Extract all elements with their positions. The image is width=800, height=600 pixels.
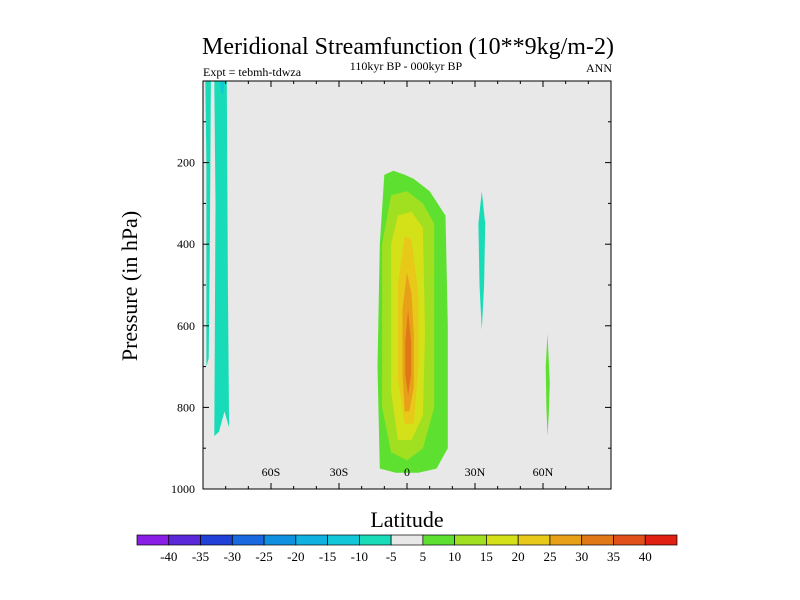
colorbar-label: -5 xyxy=(386,549,397,564)
x-tick-label: 30S xyxy=(330,465,349,479)
experiment-label: Expt = tebmh-tdwza xyxy=(203,65,302,79)
colorbar-label: 5 xyxy=(420,549,427,564)
colorbar-swatch xyxy=(454,534,487,546)
contour-region-4 xyxy=(545,334,550,436)
contour-region-10 xyxy=(405,309,412,396)
colorbar-swatch xyxy=(200,534,233,546)
colorbar-swatch xyxy=(549,534,583,546)
y-tick-label: 1000 xyxy=(171,482,195,496)
colorbar-label: -30 xyxy=(224,549,241,564)
colorbar-label: 10 xyxy=(448,549,461,564)
y-tick-label: 400 xyxy=(177,237,195,251)
colorbar-swatch xyxy=(231,534,265,546)
colorbar-label: -25 xyxy=(255,549,272,564)
season-label: ANN xyxy=(586,61,612,75)
contour-region-3 xyxy=(478,191,486,330)
colorbar-label: 15 xyxy=(480,549,493,564)
chart-title: Meridional Streamfunction (10**9kg/m-2) xyxy=(202,34,614,60)
colorbar-label: 40 xyxy=(639,549,652,564)
colorbar-label: -20 xyxy=(287,549,304,564)
colorbar-swatch xyxy=(327,534,360,546)
colorbar-swatch xyxy=(168,534,201,546)
x-axis-label: Latitude xyxy=(370,507,443,532)
colorbar-label: -10 xyxy=(351,549,368,564)
colorbar-swatch xyxy=(517,534,551,546)
colorbar-swatch xyxy=(136,534,170,546)
colorbar-label: 30 xyxy=(575,549,588,564)
colorbar: -40 -35 -30 -25 -20 -15 -10 -5 5 10 15 20 25 30 35 40 xyxy=(136,534,678,564)
x-tick-label: 60S xyxy=(262,465,281,479)
y-tick-label: 600 xyxy=(177,319,195,333)
x-tick-label: 30N xyxy=(465,465,486,479)
colorbar-label: 35 xyxy=(607,549,620,564)
y-tick-label: 200 xyxy=(177,156,195,170)
colorbar-label: -15 xyxy=(319,549,336,564)
y-tick-label: 800 xyxy=(177,400,195,414)
colorbar-label: 20 xyxy=(512,549,525,564)
y-axis-label: Pressure (in hPa) xyxy=(117,211,142,361)
colorbar-label: -40 xyxy=(160,549,177,564)
colorbar-swatch xyxy=(422,534,455,546)
x-tick-label: 0 xyxy=(404,465,410,479)
colorbar-swatch xyxy=(263,534,297,546)
chart-subtitle: 110kyr BP - 000kyr BP xyxy=(350,59,463,73)
colorbar-swatch xyxy=(359,534,392,546)
colorbar-swatch xyxy=(644,534,678,546)
contour-region-2 xyxy=(220,81,225,94)
colorbar-swatch xyxy=(390,534,424,546)
colorbar-swatch xyxy=(613,534,646,546)
colorbar-swatch xyxy=(295,534,328,546)
contour-region-1 xyxy=(205,81,230,437)
colorbar-swatch xyxy=(581,534,614,546)
x-tick-label: 60N xyxy=(533,465,554,479)
colorbar-label: -35 xyxy=(192,549,209,564)
colorbar-label: 25 xyxy=(543,549,556,564)
colorbar-swatch xyxy=(486,534,519,546)
plot-frame xyxy=(202,80,612,490)
